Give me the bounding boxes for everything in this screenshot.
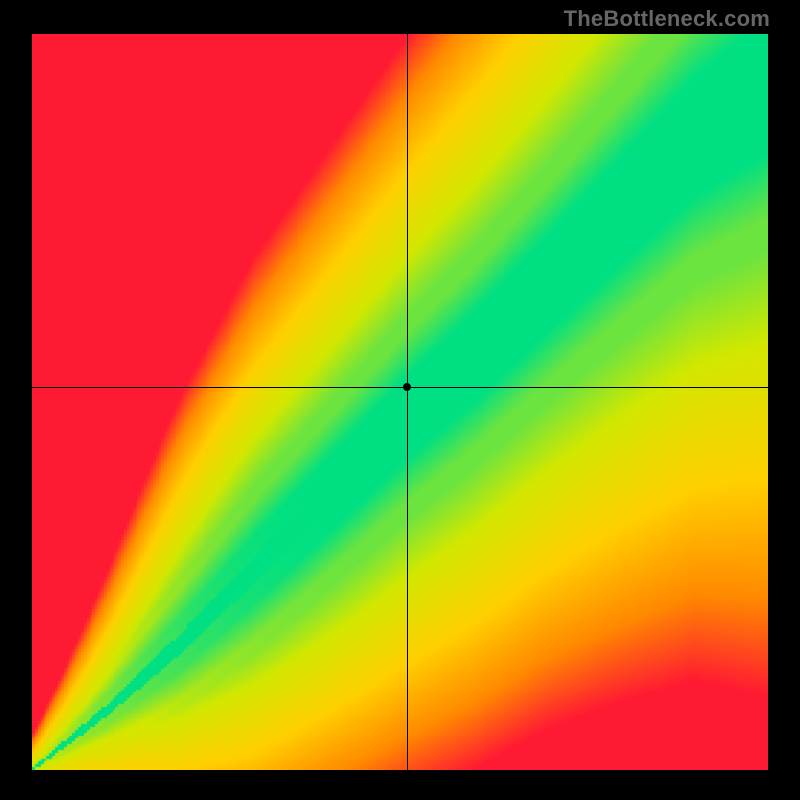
plot-area [32, 34, 768, 770]
watermark-text: TheBottleneck.com [564, 6, 770, 32]
heatmap-canvas [32, 34, 768, 770]
outer-frame: TheBottleneck.com [0, 0, 800, 800]
